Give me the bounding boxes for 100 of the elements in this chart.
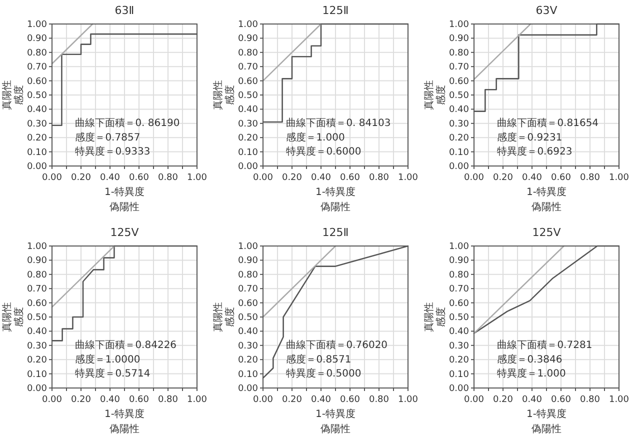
y-tick-label: 0.10 — [26, 148, 48, 158]
y-tick-label: 0.50 — [238, 91, 258, 101]
y-tick-label: 1.00 — [448, 20, 470, 30]
y-tick-label: 0.80 — [238, 270, 258, 280]
x-tick-label: 0.40 — [310, 395, 332, 405]
y-tick-label: 0.30 — [26, 119, 48, 130]
x-tick-label: 0.60 — [550, 173, 572, 183]
y-tick-label: 1.00 — [26, 20, 48, 30]
chart-title: 125Ⅱ — [322, 4, 349, 17]
y-axis-title: 真陽性感度 — [213, 80, 237, 110]
annotation: 特異度＝0.6923 — [497, 146, 572, 158]
x-tick-label: 0.20 — [492, 395, 514, 405]
y-tick-label: 0.90 — [26, 256, 48, 266]
y-tick-label: 0.30 — [238, 119, 258, 130]
y-tick-label: 0.70 — [26, 62, 48, 73]
x-tick-label: 0.40 — [310, 173, 332, 183]
x-tick-label: 1.00 — [608, 173, 630, 183]
y-tick-label: 0.70 — [448, 284, 470, 295]
y-tick-label: 1.00 — [238, 20, 258, 30]
x-tick-label: 1.00 — [398, 173, 418, 183]
y-tick-label: 0.80 — [448, 48, 470, 58]
y-axis-title: 真陽性感度 — [213, 302, 237, 332]
x-tick-label: 0.20 — [70, 173, 92, 183]
chart-title: 63Ⅱ — [114, 4, 134, 17]
y-tick-label: 0.20 — [238, 356, 258, 366]
y-tick-label: 1.00 — [448, 242, 470, 252]
x-tick-label: 0.00 — [252, 395, 274, 405]
annotation: 曲線下面積＝0.7281 — [497, 339, 592, 352]
y-tick-label: 0.70 — [238, 284, 258, 295]
x-axis-title: 1-特異度偽陽性 — [526, 408, 568, 437]
x-tick-label: 1.00 — [398, 395, 418, 405]
y-tick-label: 0.00 — [448, 384, 470, 394]
x-tick-label: 0.20 — [492, 173, 514, 183]
y-tick-label: 0.30 — [238, 341, 258, 352]
y-tick-label: 0.00 — [26, 384, 48, 394]
annotation: 曲線下面積＝0.76020 — [286, 339, 388, 352]
annotation: 特異度＝1.000 — [497, 368, 566, 380]
x-tick-label: 0.20 — [282, 173, 302, 183]
x-tick-label: 0.20 — [282, 395, 302, 405]
y-tick-label: 0.80 — [26, 48, 48, 58]
y-tick-label: 0.80 — [448, 270, 470, 280]
y-tick-label: 0.10 — [26, 370, 48, 380]
y-tick-label: 0.50 — [448, 313, 470, 323]
x-tick-label: 0.80 — [158, 173, 178, 183]
annotation: 曲線下面積＝0. 86190 — [75, 117, 180, 130]
x-tick-label: 0.80 — [158, 395, 178, 405]
y-tick-label: 0.20 — [238, 134, 258, 144]
annotation: 曲線下面積＝0.84226 — [75, 339, 177, 352]
x-tick-label: 0.40 — [522, 173, 542, 183]
annotation: 特異度＝0.6000 — [286, 146, 362, 158]
x-axis-title: 1-特異度偽陽性 — [314, 408, 356, 437]
y-tick-label: 0.10 — [238, 370, 258, 380]
x-tick-label: 0.60 — [128, 395, 150, 405]
y-tick-label: 1.00 — [238, 242, 258, 252]
y-tick-label: 0.90 — [448, 34, 470, 44]
y-tick-label: 0.90 — [26, 34, 48, 44]
y-tick-label: 0.40 — [448, 327, 470, 338]
x-tick-label: 1.00 — [186, 173, 208, 183]
x-tick-label: 0.60 — [128, 173, 150, 183]
y-tick-label: 1.00 — [26, 242, 48, 252]
x-tick-label: 0.20 — [70, 395, 92, 405]
chart-title: 63Ⅴ — [536, 4, 558, 17]
x-tick-label: 0.00 — [42, 173, 62, 183]
x-tick-label: 0.60 — [340, 395, 360, 405]
y-tick-label: 0.70 — [26, 284, 48, 295]
annotation: 特異度＝0.5714 — [75, 368, 150, 380]
annotation: 特異度＝0.5000 — [286, 368, 362, 380]
x-tick-label: 0.60 — [550, 395, 572, 405]
y-tick-label: 0.60 — [448, 298, 470, 309]
x-axis-title: 1-特異度偽陽性 — [526, 186, 568, 215]
y-tick-label: 0.30 — [26, 341, 48, 352]
annotation: 感度＝0.7857 — [75, 131, 140, 144]
x-tick-label: 0.80 — [580, 395, 600, 405]
x-tick-label: 0.40 — [522, 395, 542, 405]
y-tick-label: 0.60 — [26, 298, 48, 309]
x-tick-label: 0.80 — [580, 173, 600, 183]
y-tick-label: 0.00 — [238, 162, 258, 172]
y-tick-label: 0.00 — [26, 162, 48, 172]
y-tick-label: 0.40 — [26, 327, 48, 338]
y-axis-title: 真陽性感度 — [424, 80, 448, 110]
y-tick-label: 0.20 — [448, 356, 470, 366]
y-tick-label: 0.60 — [26, 76, 48, 87]
y-tick-label: 0.20 — [26, 134, 48, 144]
y-tick-label: 0.50 — [238, 313, 258, 323]
x-tick-label: 0.40 — [100, 395, 120, 405]
annotation: 曲線下面積＝0.81654 — [497, 117, 599, 130]
y-tick-label: 0.10 — [448, 148, 470, 158]
y-tick-label: 0.50 — [26, 91, 48, 101]
y-axis-title: 真陽性感度 — [2, 302, 26, 332]
y-tick-label: 0.90 — [238, 256, 258, 266]
y-tick-label: 0.00 — [448, 162, 470, 172]
x-tick-label: 0.00 — [464, 173, 484, 183]
x-tick-label: 0.00 — [252, 173, 274, 183]
annotation: 感度＝0.3846 — [497, 353, 562, 366]
y-tick-label: 0.40 — [448, 105, 470, 116]
x-tick-label: 1.00 — [608, 395, 630, 405]
y-tick-label: 0.60 — [448, 76, 470, 87]
chart-title: 125Ⅱ — [322, 226, 349, 239]
y-tick-label: 0.40 — [238, 327, 258, 338]
y-tick-label: 0.10 — [448, 370, 470, 380]
